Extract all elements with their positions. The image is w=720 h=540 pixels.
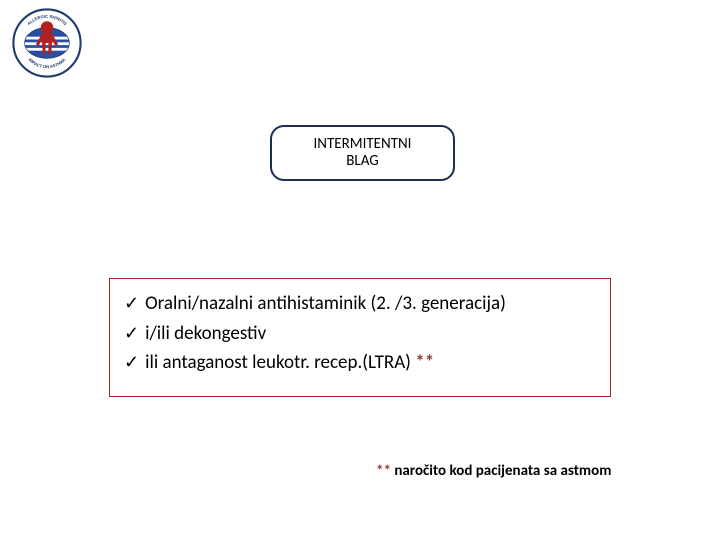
classification-box: INTERMITENTNI BLAG (270, 125, 455, 181)
footnote-text: naročito kod pacijenata sa astmom (394, 462, 611, 480)
check-icon: ✓ (124, 350, 139, 374)
list-item: ✓ Oralni/nazalni antihistaminik (2. /3. … (124, 291, 596, 317)
aria-logo: ALLERGIC RHINITIS IMPACT ON ASTHMA (12, 8, 82, 78)
item-text: ili antaganost leukotr. recep.(LTRA) ** (145, 350, 434, 376)
footnote-marker: ** (376, 462, 394, 480)
item-text: i/ili dekongestiv (145, 321, 266, 347)
classification-line-2: BLAG (346, 153, 379, 170)
classification-line-1: INTERMITENTNI (314, 136, 412, 153)
treatment-box: ✓ Oralni/nazalni antihistaminik (2. /3. … (109, 278, 611, 397)
list-item: ✓ i/ili dekongestiv (124, 321, 596, 347)
item-text: Oralni/nazalni antihistaminik (2. /3. ge… (145, 291, 506, 317)
check-icon: ✓ (124, 321, 139, 345)
check-icon: ✓ (124, 291, 139, 315)
footnote: ** naročito kod pacijenata sa astmom (376, 462, 611, 480)
list-item: ✓ ili antaganost leukotr. recep.(LTRA) *… (124, 350, 596, 376)
